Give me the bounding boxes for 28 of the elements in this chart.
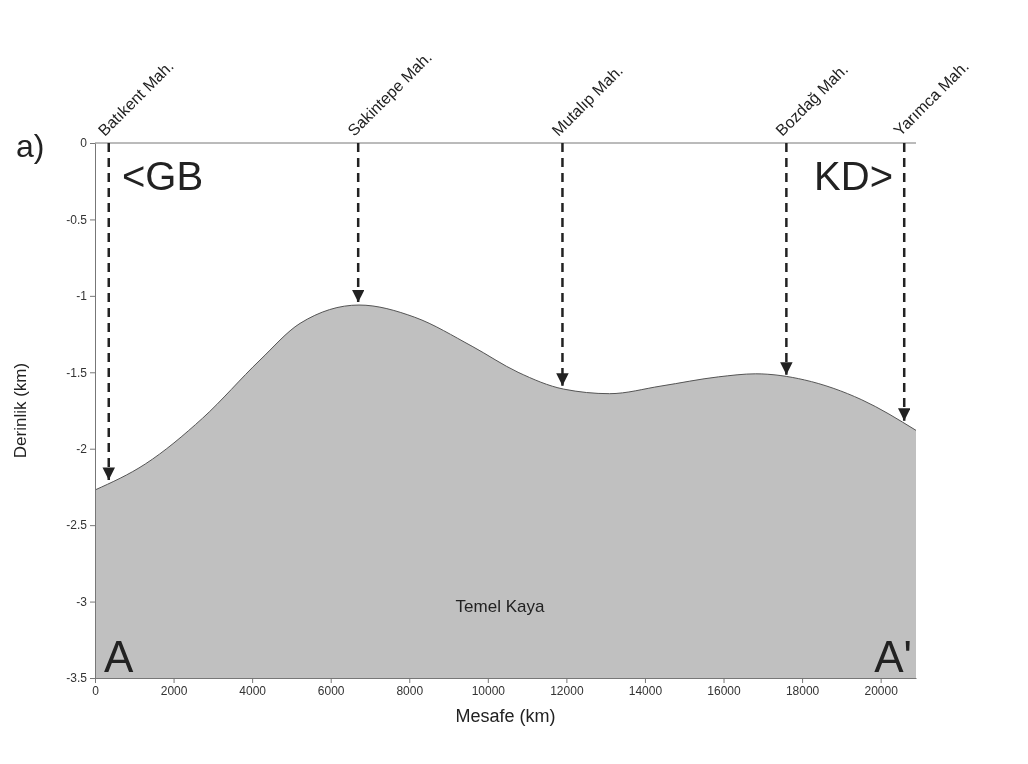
annotation: KD> <box>814 154 893 198</box>
x-tick-label: 14000 <box>628 683 663 698</box>
y-tick-label: -3.5 <box>66 671 88 686</box>
annotation: Temel Kaya <box>455 597 545 616</box>
x-tick-label: 12000 <box>550 683 584 698</box>
line-series <box>94 304 917 491</box>
annotation: A' <box>874 632 912 681</box>
x-tick-label: 20000 <box>864 683 899 698</box>
x-tick-label: 10000 <box>471 683 506 698</box>
y-tick-label: -1 <box>76 289 88 304</box>
x-tick-label: 2000 <box>160 683 188 698</box>
annotation: <GB <box>122 154 204 198</box>
x-tick-label: 4000 <box>239 683 267 698</box>
text: a) <box>16 128 45 164</box>
y-axis-title: Derinlik (km) <box>11 362 30 459</box>
x-tick-label: 6000 <box>317 683 345 698</box>
x-tick-label: 18000 <box>785 683 820 698</box>
x-tick-label: 0 <box>92 683 100 698</box>
annotation: A <box>104 632 134 681</box>
y-tick-label: -2.5 <box>66 518 88 533</box>
x-tick-label: 16000 <box>707 683 742 698</box>
y-tick-label: -1.5 <box>66 365 88 380</box>
y-tick-label: 0 <box>80 136 88 151</box>
y-tick-label: -0.5 <box>66 212 88 227</box>
x-axis-title: Mesafe (km) <box>455 706 556 726</box>
y-tick-label: -3 <box>76 594 88 609</box>
y-tick-label: -2 <box>76 442 88 457</box>
x-tick-label: 8000 <box>396 683 424 698</box>
